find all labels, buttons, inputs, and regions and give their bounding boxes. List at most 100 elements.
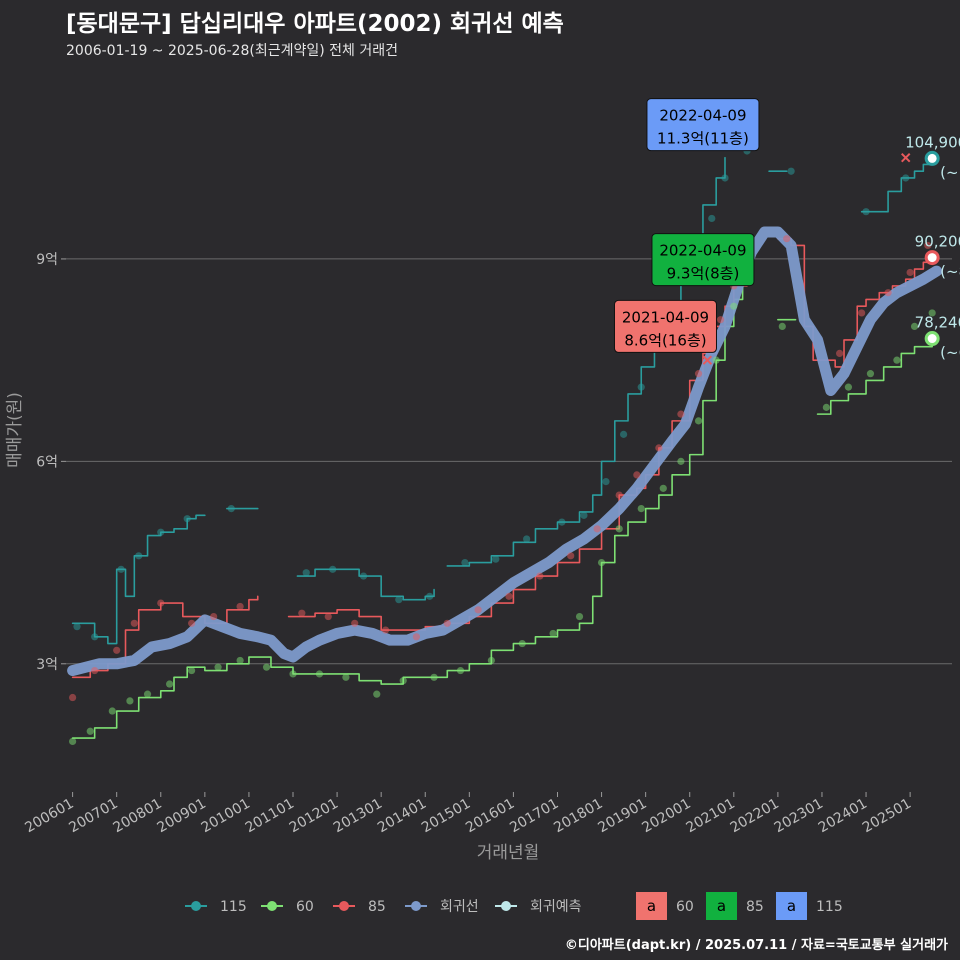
series-line-115 (296, 568, 435, 601)
data-point-60 (549, 629, 557, 638)
data-point-85 (567, 552, 575, 560)
data-point-85 (188, 619, 196, 627)
data-point-115 (523, 535, 531, 543)
page-subtitle: 2006-01-19 ~ 2025-06-28(최근계약일) 전체 거래건 (66, 43, 398, 59)
data-point-60 (126, 697, 134, 705)
x-tick-label: 202301 (772, 796, 826, 837)
end-area-label: (~85㎡) (940, 263, 960, 281)
end-area-label: (~115㎡) (940, 163, 960, 181)
data-point-60 (108, 707, 116, 715)
x-tick-label: 201101 (243, 796, 297, 837)
data-point-115 (787, 167, 795, 175)
data-point-60 (844, 383, 853, 391)
data-point-60 (928, 309, 936, 317)
x-tick-label: 202201 (728, 796, 782, 837)
annotation-price: 8.6억(16층) (624, 331, 706, 349)
legend-label: 회귀선 (440, 899, 479, 915)
data-point-85 (633, 471, 641, 479)
data-point-60 (236, 656, 244, 665)
data-point-115 (426, 592, 434, 600)
end-value-label: 104,900 (905, 133, 960, 151)
annotation-price: 11.3억(11층) (657, 130, 749, 148)
data-point-60 (694, 417, 703, 425)
x-tick-label: 201401 (375, 796, 429, 837)
legend-box-swatch (706, 892, 737, 920)
data-point-60 (315, 670, 324, 678)
end-point-60 (924, 331, 940, 347)
series-line-115 (860, 157, 933, 213)
page-title: [동대문구] 답십리대우 아파트(2002) 회귀선 예측 (66, 11, 564, 37)
data-point-60 (730, 302, 738, 310)
end-value-label: 78,240 (915, 314, 960, 332)
data-point-85 (505, 592, 513, 600)
axis-layer: 3억 6억 9억 2006012007012008012009012010012011… (22, 252, 914, 836)
x-tick-label: 200601 (22, 796, 76, 837)
series-line-115 (446, 156, 726, 567)
data-point-60 (712, 356, 720, 364)
legend-box-swatch (636, 892, 667, 920)
marks-layer: 104,900 (~115㎡) 90,200 (~85㎡) 78,240 (~60㎡) (702, 133, 960, 365)
data-point-85 (536, 572, 544, 580)
data-point-60 (615, 525, 623, 533)
x-tick-label: 201801 (551, 796, 605, 837)
y-tick-label: 3억 (36, 657, 58, 673)
annotation-price: 9.3억(8층) (667, 265, 740, 283)
x-tick-label: 201201 (287, 796, 341, 837)
data-point-85 (381, 626, 390, 634)
series-line-60 (71, 285, 744, 739)
data-point-85 (113, 646, 121, 654)
x-axis-title: 거래년월 (477, 843, 540, 863)
data-point-60 (373, 690, 381, 698)
legend: 115 60 85 회귀선 회귀예측 a 60 a 85 a 115 (185, 892, 843, 920)
data-point-60 (188, 666, 196, 675)
end-point-115 (924, 150, 940, 166)
legend-point-swatch (267, 901, 277, 911)
legend-box-label: 115 (816, 899, 843, 915)
legend-box-glyph: a (717, 897, 726, 915)
data-point-60 (677, 457, 685, 465)
legend-box-label: 60 (676, 899, 694, 915)
data-point-85 (412, 633, 421, 641)
x-tick-label: 202001 (639, 796, 693, 837)
data-point-115 (302, 569, 310, 577)
data-point-85 (694, 370, 703, 378)
data-point-85 (443, 619, 451, 627)
data-point-115 (637, 383, 645, 391)
data-point-60 (778, 322, 786, 331)
data-point-60 (659, 484, 667, 492)
annotation-date: 2021-04-09 (622, 308, 709, 326)
x-mark (702, 355, 713, 365)
data-point-85 (593, 525, 601, 533)
data-point-115 (359, 572, 368, 580)
data-point-60 (487, 656, 495, 665)
annotation-layer: 2022-04-09 11.3억(11층) 2022-04-09 9.3억(8층) 20… (613, 98, 760, 353)
legend-box-glyph: a (787, 897, 796, 915)
data-point-60 (399, 677, 407, 685)
data-point-85 (351, 619, 359, 627)
data-point-60 (866, 370, 875, 378)
data-point-60 (214, 663, 222, 671)
data-point-85 (615, 491, 623, 499)
legend-point-swatch (191, 901, 201, 911)
legend-label: 회귀예측 (530, 899, 582, 915)
data-point-85 (210, 612, 218, 621)
data-point-115 (73, 623, 81, 631)
data-point-115 (708, 214, 716, 223)
legend-box-label: 85 (746, 899, 764, 915)
legend-label: 115 (220, 899, 247, 915)
data-point-85 (906, 268, 914, 277)
data-point-85 (236, 602, 244, 611)
data-point-60 (518, 639, 526, 648)
x-mark (901, 153, 911, 163)
data-point-85 (130, 619, 138, 627)
end-area-label: (~60㎡) (940, 344, 960, 362)
data-point-85 (474, 606, 482, 614)
data-point-60 (822, 403, 830, 411)
legend-point-swatch (501, 901, 511, 911)
end-point-85 (924, 250, 940, 266)
data-point-115 (721, 174, 729, 182)
data-point-60 (86, 727, 94, 735)
data-point-115 (620, 430, 628, 438)
x-tick-label: 201701 (507, 796, 561, 837)
